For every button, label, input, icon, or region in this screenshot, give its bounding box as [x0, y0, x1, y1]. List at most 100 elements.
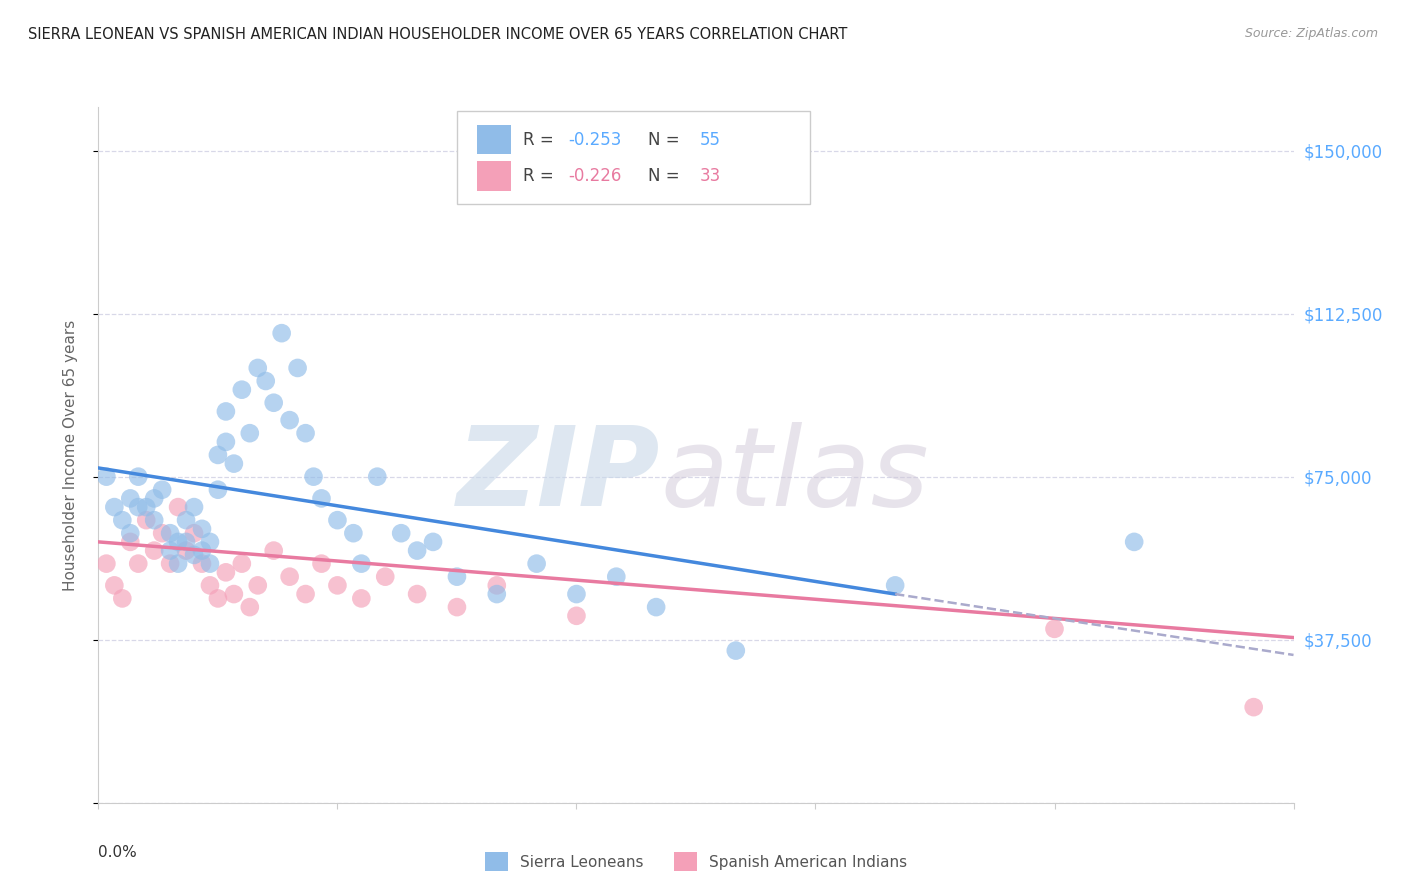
Point [342, 526, 364, 541]
Point [103, 500, 125, 514]
Point [366, 469, 388, 483]
Point [231, 557, 253, 571]
Point [231, 383, 253, 397]
Point [294, 426, 316, 441]
Point [167, 500, 190, 514]
Point [1043, 622, 1066, 636]
Point [207, 591, 229, 606]
Point [143, 491, 166, 506]
Point [422, 535, 444, 549]
Text: 33: 33 [700, 167, 721, 185]
Text: ZIP: ZIP [457, 422, 661, 529]
Text: atlas: atlas [661, 422, 929, 529]
Point [120, 526, 142, 541]
Point [287, 361, 309, 376]
FancyBboxPatch shape [477, 161, 510, 191]
Point [191, 557, 214, 571]
Point [120, 535, 142, 549]
Point [239, 600, 262, 615]
Point [111, 513, 134, 527]
Point [135, 513, 157, 527]
Point [294, 587, 316, 601]
Text: N =: N = [648, 167, 685, 185]
Point [270, 326, 292, 341]
Point [120, 491, 142, 506]
Point [127, 557, 149, 571]
FancyBboxPatch shape [477, 125, 510, 154]
Text: -0.253: -0.253 [568, 131, 621, 149]
Point [1123, 535, 1146, 549]
Point [565, 587, 588, 601]
Point [191, 543, 214, 558]
Point [246, 361, 269, 376]
Point [159, 526, 181, 541]
Point [278, 570, 301, 584]
Point [174, 535, 197, 549]
Point [406, 587, 429, 601]
Point [150, 483, 173, 497]
Point [207, 483, 229, 497]
Point [96, 557, 118, 571]
Point [724, 643, 747, 657]
Point [183, 500, 205, 514]
Point [96, 469, 118, 483]
Point [246, 578, 269, 592]
Point [485, 578, 508, 592]
Text: Source: ZipAtlas.com: Source: ZipAtlas.com [1244, 27, 1378, 40]
Point [143, 513, 166, 527]
Point [222, 457, 245, 471]
Text: 0.0%: 0.0% [98, 845, 138, 860]
Point [884, 578, 907, 592]
Point [239, 426, 262, 441]
Y-axis label: Householder Income Over 65 years: Householder Income Over 65 years [63, 319, 77, 591]
Point [111, 591, 134, 606]
Point [302, 469, 325, 483]
Point [167, 557, 190, 571]
Point [1243, 700, 1265, 714]
Point [198, 535, 221, 549]
Text: -0.226: -0.226 [568, 167, 621, 185]
Point [263, 396, 285, 410]
Point [278, 413, 301, 427]
FancyBboxPatch shape [457, 111, 810, 204]
Point [135, 500, 157, 514]
Text: R =: R = [523, 131, 558, 149]
Point [326, 513, 349, 527]
Text: N =: N = [648, 131, 685, 149]
Point [605, 570, 627, 584]
Text: 55: 55 [700, 131, 720, 149]
Point [127, 500, 149, 514]
Point [159, 543, 181, 558]
Point [167, 535, 190, 549]
Point [183, 526, 205, 541]
Point [645, 600, 668, 615]
Text: SIERRA LEONEAN VS SPANISH AMERICAN INDIAN HOUSEHOLDER INCOME OVER 65 YEARS CORRE: SIERRA LEONEAN VS SPANISH AMERICAN INDIA… [28, 27, 848, 42]
Point [446, 570, 468, 584]
Point [215, 566, 238, 580]
Point [350, 557, 373, 571]
Point [565, 608, 588, 623]
Point [326, 578, 349, 592]
Point [350, 591, 373, 606]
Point [150, 526, 173, 541]
Point [406, 543, 429, 558]
Point [446, 600, 468, 615]
Point [183, 548, 205, 562]
Point [222, 587, 245, 601]
Point [191, 522, 214, 536]
Point [526, 557, 548, 571]
Point [103, 578, 125, 592]
Point [143, 543, 166, 558]
Point [159, 557, 181, 571]
Point [174, 513, 197, 527]
Point [254, 374, 277, 388]
Point [198, 557, 221, 571]
Point [215, 404, 238, 418]
Point [207, 448, 229, 462]
Point [263, 543, 285, 558]
Point [215, 434, 238, 449]
Point [311, 491, 333, 506]
Point [198, 578, 221, 592]
Point [127, 469, 149, 483]
Point [374, 570, 396, 584]
